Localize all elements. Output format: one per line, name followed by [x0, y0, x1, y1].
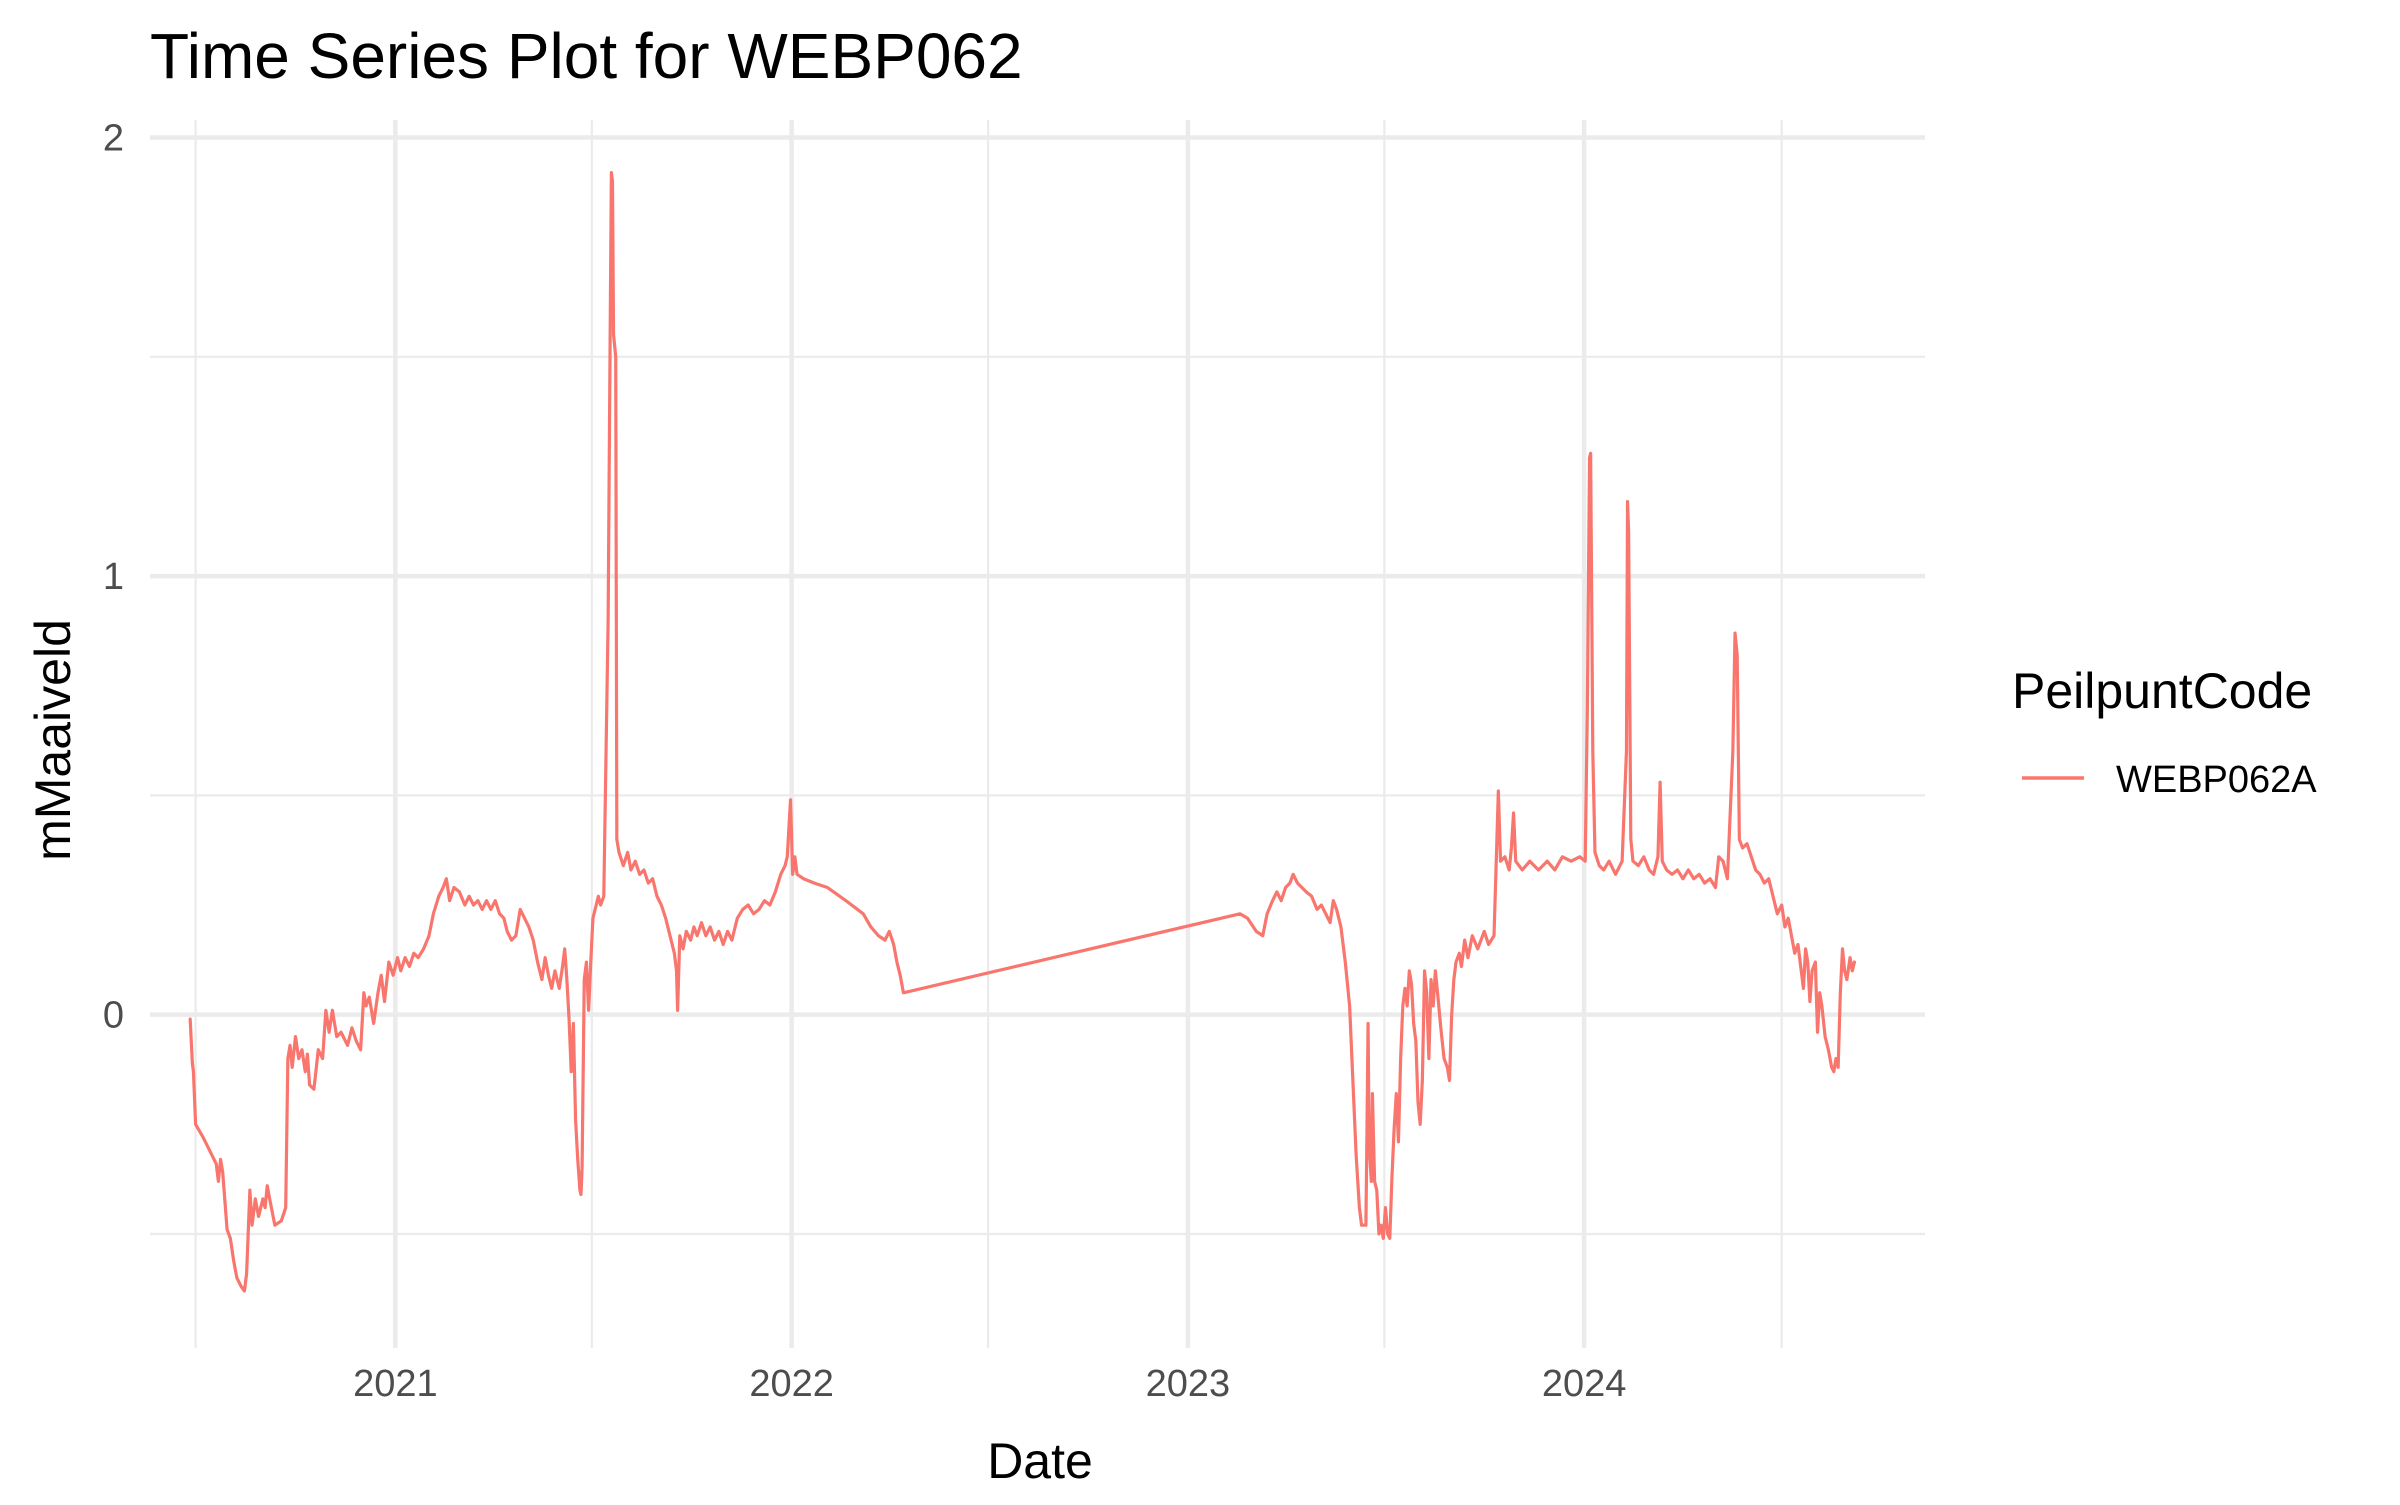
legend-label: WEBP062A: [2116, 759, 2317, 801]
y-tick-label: 2: [103, 118, 124, 160]
x-tick-label: 2021: [353, 1363, 438, 1405]
legend-title: PeilpuntCode: [2012, 663, 2312, 719]
y-tick-label: 0: [103, 995, 124, 1037]
chart-title: Time Series Plot for WEBP062: [150, 20, 1023, 92]
x-axis-title: Date: [987, 1433, 1093, 1489]
x-tick-label: 2022: [749, 1363, 834, 1405]
x-tick-label: 2023: [1146, 1363, 1231, 1405]
tick-labels: 0 1 2 2021 2022 2023 2024: [103, 118, 1627, 1405]
series-layer: [188, 171, 1857, 1293]
series-line-webp062a: [188, 171, 1857, 1293]
y-axis-title: mMaaiveld: [25, 619, 81, 861]
legend: PeilpuntCode WEBP062A: [2012, 663, 2317, 801]
x-tick-label: 2024: [1542, 1363, 1627, 1405]
y-tick-label: 1: [103, 556, 124, 598]
